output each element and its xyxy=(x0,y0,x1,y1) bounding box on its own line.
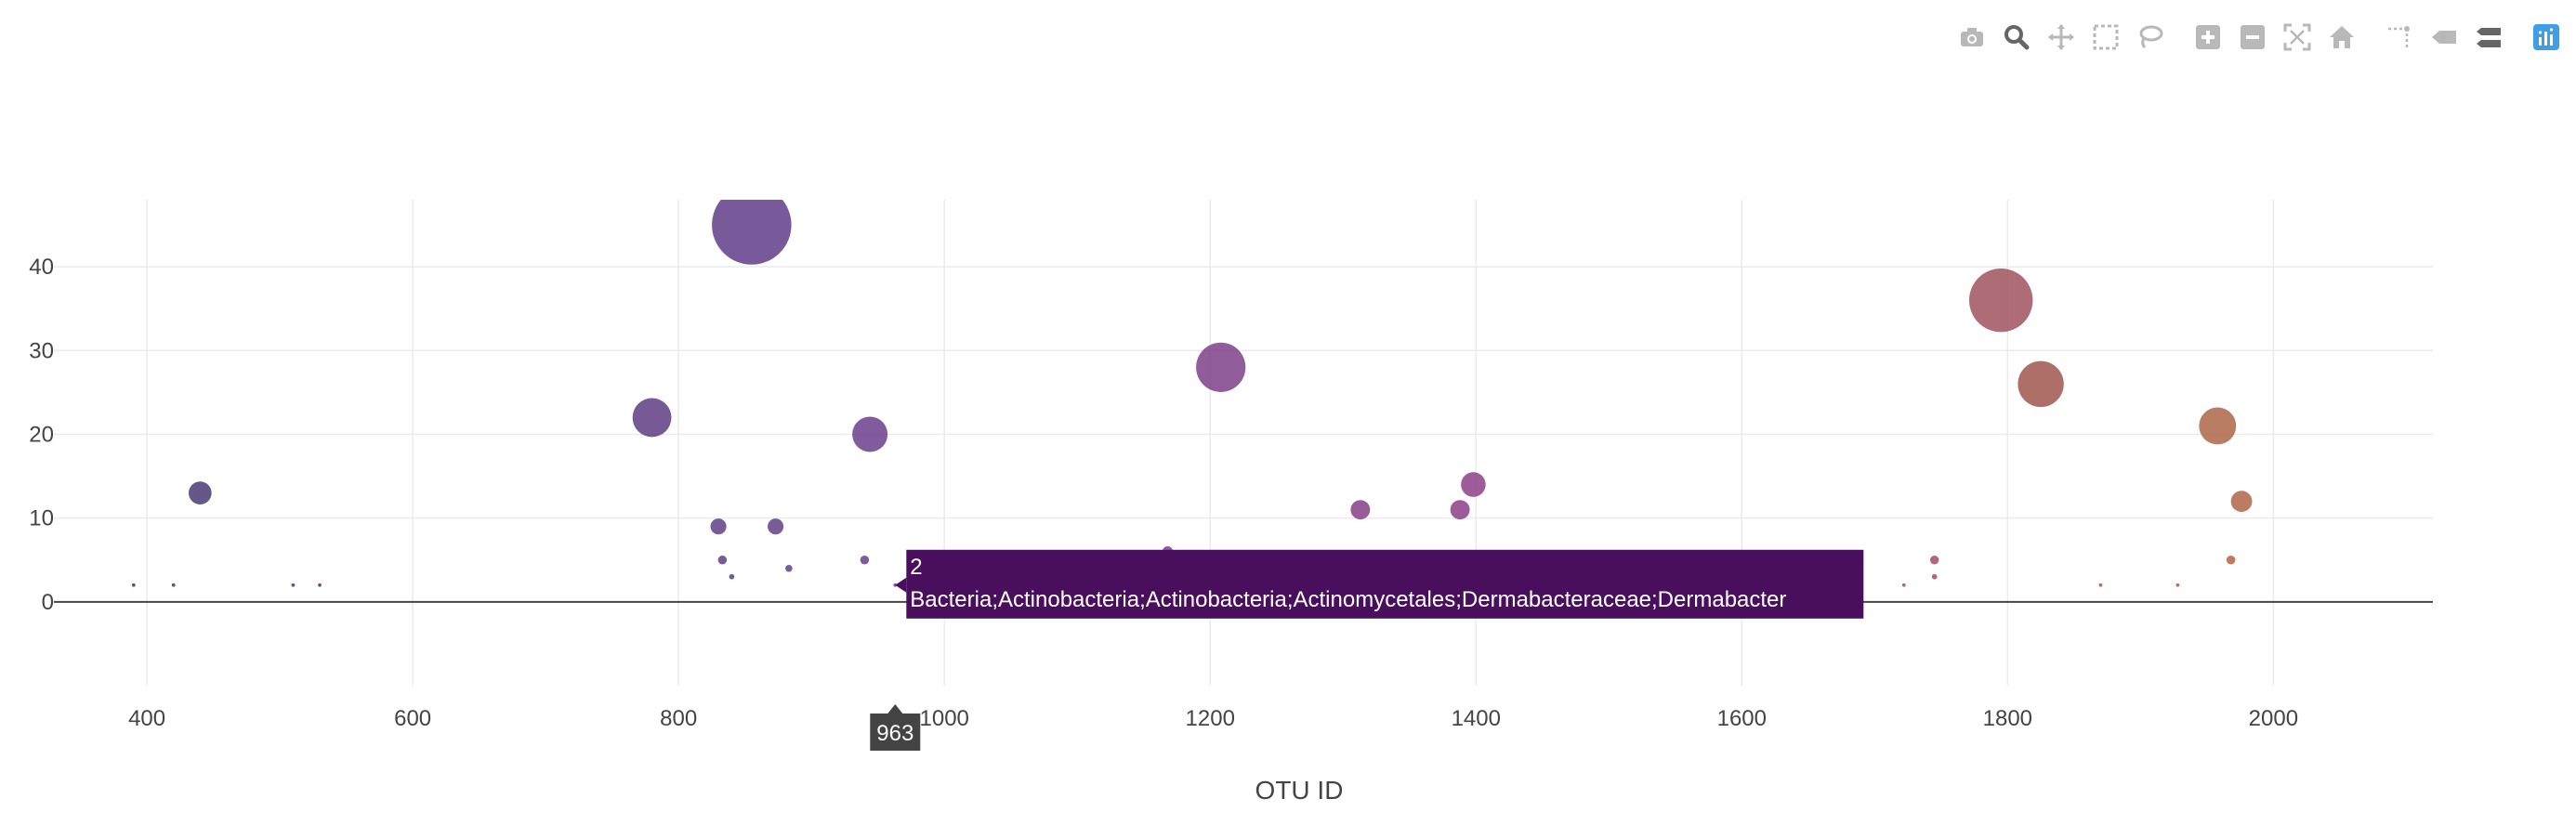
bubble xyxy=(2017,360,2064,408)
x-tick-label: 1800 xyxy=(1983,706,2032,731)
bubble xyxy=(1931,573,1938,580)
x-tick-label: 600 xyxy=(394,706,431,731)
hover-tooltip-box xyxy=(906,549,1864,619)
hover-tooltip-pointer xyxy=(895,577,907,593)
spike-lines-icon xyxy=(2388,26,2410,48)
x-tick-label: 1600 xyxy=(1717,706,1767,731)
camera-button[interactable] xyxy=(1952,17,1992,58)
bubble xyxy=(318,583,322,587)
box-select-button[interactable] xyxy=(2085,17,2126,58)
bubble xyxy=(712,200,792,265)
bubble xyxy=(2175,583,2180,587)
x-tick-label: 1200 xyxy=(1186,706,1235,731)
bubble xyxy=(2098,583,2103,587)
hover-x-pointer xyxy=(887,704,903,714)
bubble xyxy=(860,555,870,565)
lasso-select-button[interactable] xyxy=(2130,17,2171,58)
y-tick-label: 0 xyxy=(42,590,54,615)
box-select-icon xyxy=(2093,24,2119,50)
bubble xyxy=(852,416,888,452)
bubble xyxy=(291,583,296,587)
hover-x-label: 963 xyxy=(870,704,921,751)
autoscale-button[interactable] xyxy=(2277,17,2318,58)
pan-icon xyxy=(2048,24,2074,50)
zoom-out-button[interactable] xyxy=(2232,17,2273,58)
hover-x-value: 963 xyxy=(876,721,913,746)
x-axis-title: OTU ID xyxy=(1255,776,1344,805)
bubble xyxy=(131,583,136,587)
bubble xyxy=(1196,342,1246,392)
x-tick-label: 800 xyxy=(660,706,697,731)
bubble xyxy=(1450,500,1470,520)
zoom-button[interactable] xyxy=(1996,17,2037,58)
plotly-logo-icon xyxy=(2533,24,2559,50)
zoom-icon xyxy=(2004,25,2030,50)
autoscale-icon xyxy=(2283,23,2311,51)
zoom-out-icon xyxy=(2241,25,2265,49)
bubble xyxy=(2199,407,2237,445)
bubbles-layer xyxy=(131,200,2253,587)
spike-lines-button[interactable] xyxy=(2379,17,2420,58)
bubble xyxy=(1968,268,2033,333)
bubble xyxy=(2226,555,2236,565)
hover-x-box xyxy=(870,714,921,751)
camera-icon xyxy=(1961,28,1983,46)
home-button[interactable] xyxy=(2321,17,2362,58)
bubble xyxy=(188,481,212,504)
x-tick-label: 400 xyxy=(128,706,165,731)
bubble xyxy=(729,573,735,580)
pan-button[interactable] xyxy=(2041,17,2082,58)
bubble xyxy=(893,583,898,587)
home-icon xyxy=(2330,26,2354,48)
bubble xyxy=(1461,472,1486,497)
zoom-in-icon xyxy=(2196,25,2220,49)
bubble xyxy=(632,398,672,438)
lasso-select-icon xyxy=(2139,25,2163,49)
bubble xyxy=(768,518,784,535)
bubble xyxy=(1901,583,1906,587)
hover-compare-icon xyxy=(2477,28,2501,47)
bubble xyxy=(785,564,793,572)
x-tick-label: 1400 xyxy=(1452,706,1501,731)
bubble xyxy=(171,583,176,587)
bubble xyxy=(710,518,727,535)
bubble xyxy=(1350,500,1371,520)
hover-value: 2 xyxy=(910,555,922,580)
bubble xyxy=(1929,555,1939,565)
x-tick-label: 2000 xyxy=(2249,706,2298,731)
zoom-in-button[interactable] xyxy=(2188,17,2228,58)
hover-closest-icon xyxy=(2432,31,2456,44)
hover-tooltip: 2 Bacteria;Actinobacteria;Actinobacteria;… xyxy=(895,549,1864,619)
bubble xyxy=(717,555,728,565)
x-tick-label: 1000 xyxy=(920,706,969,731)
modebar xyxy=(1952,17,2567,58)
hover-closest-button[interactable] xyxy=(2424,17,2464,58)
bubble xyxy=(2230,491,2253,513)
hover-compare-button[interactable] xyxy=(2468,17,2509,58)
y-tick-label: 10 xyxy=(29,506,54,531)
y-tick-label: 20 xyxy=(29,422,54,447)
y-tick-label: 30 xyxy=(29,338,54,363)
y-tick-label: 40 xyxy=(29,255,54,280)
plotly-logo-button[interactable] xyxy=(2526,17,2567,58)
hover-label: Bacteria;Actinobacteria;Actinobacteria;A… xyxy=(910,587,1786,612)
